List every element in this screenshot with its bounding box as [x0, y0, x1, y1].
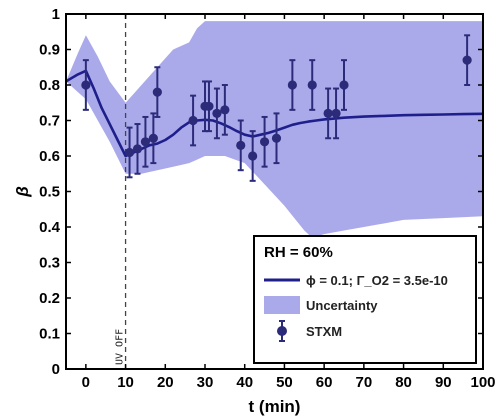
x-tick-label: 30 — [197, 374, 214, 391]
stxm-marker — [287, 80, 297, 90]
uv-off-annotation: UV OFF — [115, 329, 126, 365]
stxm-point — [140, 115, 151, 168]
y-tick-label: 0.6 — [39, 148, 60, 165]
x-tick-label: 40 — [236, 374, 253, 391]
stxm-point — [188, 94, 198, 147]
stxm-point — [248, 130, 258, 182]
legend-stxm-label: STXM — [306, 324, 342, 339]
stxm-marker — [323, 108, 333, 118]
stxm-point — [259, 115, 270, 168]
stxm-marker — [81, 80, 91, 90]
stxm-marker — [236, 140, 246, 150]
x-tick-label: 20 — [157, 374, 174, 391]
stxm-point — [331, 87, 341, 140]
stxm-marker — [152, 87, 162, 97]
model-line — [66, 69, 483, 158]
y-tick-label: 0.3 — [39, 255, 60, 272]
legend-model-label: ϕ = 0.1; Γ_O2 = 3.5e-10 — [306, 273, 448, 288]
x-tick-label: 50 — [276, 374, 293, 391]
stxm-point — [307, 59, 317, 111]
stxm-point — [148, 112, 158, 165]
stxm-marker — [204, 101, 214, 111]
stxm-point — [220, 84, 230, 136]
stxm-point — [212, 87, 222, 140]
stxm-marker — [271, 133, 282, 143]
x-tick-label: 0 — [82, 374, 90, 391]
stxm-point — [152, 66, 162, 118]
stxm-marker — [132, 144, 143, 154]
stxm-point — [339, 59, 349, 111]
stxm-marker — [148, 133, 158, 143]
stxm-marker — [331, 108, 341, 118]
stxm-marker — [259, 137, 270, 147]
y-tick-label: 0 — [52, 361, 60, 378]
uncertainty-band — [66, 21, 483, 238]
y-tick-label: 0.5 — [39, 184, 60, 201]
y-tick-label: 1 — [52, 6, 60, 23]
stxm-marker — [339, 80, 349, 90]
legend-uncertainty-label: Uncertainty — [306, 298, 378, 313]
stxm-point — [124, 126, 135, 179]
legend-title: RH = 60% — [264, 244, 333, 261]
x-tick-label: 100 — [470, 374, 495, 391]
stxm-point — [132, 123, 143, 175]
legend: RH = 60% ϕ = 0.1; Γ_O2 = 3.5e-10 Uncerta… — [253, 235, 477, 364]
x-tick-label: 80 — [395, 374, 412, 391]
stxm-point — [271, 112, 282, 165]
stxm-marker — [188, 115, 198, 126]
x-axis-label: t (min) — [249, 397, 301, 416]
stxm-point — [204, 80, 214, 133]
stxm-point — [287, 59, 297, 111]
stxm-marker — [140, 137, 151, 147]
y-axis-label: β — [13, 186, 32, 198]
stxm-point — [81, 59, 91, 111]
y-tick-label: 0.9 — [39, 42, 60, 59]
stxm-marker — [307, 80, 317, 90]
stxm-marker — [212, 108, 222, 118]
legend-uncertainty-swatch — [264, 296, 300, 314]
stxm-marker — [248, 151, 258, 161]
y-tick-label: 0.4 — [39, 219, 61, 236]
stxm-marker — [124, 147, 135, 158]
stxm-marker — [462, 55, 472, 65]
stxm-point — [323, 87, 333, 140]
x-tick-label: 60 — [316, 374, 333, 391]
stxm-marker — [220, 105, 230, 115]
x-tick-label: 10 — [117, 374, 134, 391]
y-tick-label: 0.1 — [39, 326, 60, 343]
y-tick-label: 0.7 — [39, 113, 60, 130]
stxm-point — [462, 34, 472, 86]
legend-stxm-marker — [277, 326, 287, 336]
stxm-point — [236, 119, 246, 172]
y-tick-label: 0.2 — [39, 290, 60, 307]
x-tick-label: 70 — [356, 374, 373, 391]
x-tick-label: 90 — [435, 374, 452, 391]
y-tick-label: 0.8 — [39, 77, 60, 94]
